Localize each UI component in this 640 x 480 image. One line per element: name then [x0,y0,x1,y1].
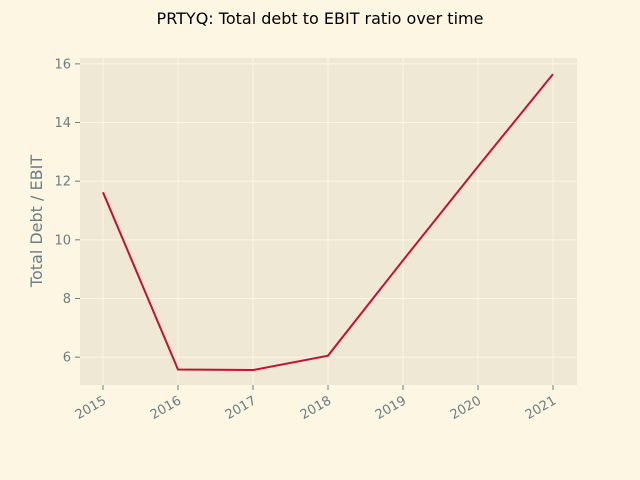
y-tick-label: 14 [54,116,71,131]
y-tick-label: 8 [63,292,71,307]
chart-title: PRTYQ: Total debt to EBIT ratio over tim… [157,9,484,28]
y-axis-label: Total Debt / EBIT [27,155,46,288]
x-tick-label: 2021 [523,393,559,423]
x-tick-label: 2020 [448,393,484,423]
y-tick-label: 16 [54,57,71,72]
y-tick-label: 12 [54,175,71,190]
x-tick-label: 2015 [73,393,109,423]
x-axis: 2015 2016 2017 2018 2019 2020 2021 [73,385,559,423]
series-line [102,73,554,372]
x-tick-label: 2017 [223,393,259,423]
x-tick-label: 2018 [298,393,334,423]
x-tick-label: 2019 [373,393,409,423]
y-tick-label: 6 [63,351,71,366]
y-tick-label: 10 [54,233,71,248]
grid [80,58,577,385]
x-tick-label: 2016 [148,393,184,423]
y-axis: 6 8 10 12 14 16 [54,57,80,366]
